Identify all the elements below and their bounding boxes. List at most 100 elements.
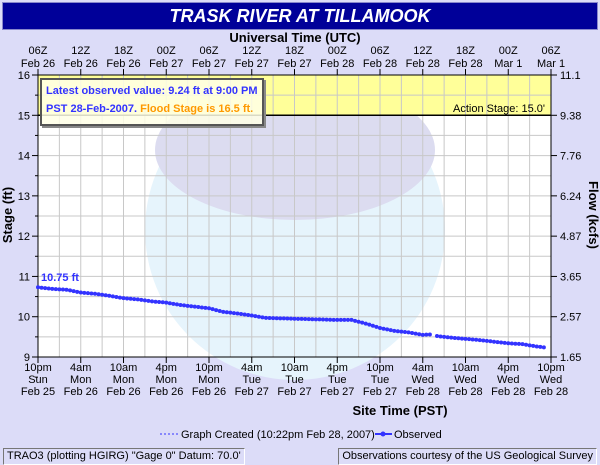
x-tick-label: Wed [540, 374, 562, 386]
x-tick-label: 4am [241, 362, 262, 374]
observed-point [82, 290, 87, 295]
observed-point [335, 317, 340, 322]
observed-point [338, 317, 343, 322]
x-tick-label: Feb 28 [448, 386, 482, 398]
legend: Graph Created (10:22pm Feb 28, 2007) Obs… [160, 429, 442, 441]
observed-point [538, 344, 543, 349]
observed-point [385, 327, 390, 332]
observed-point [224, 310, 229, 315]
observed-point [246, 313, 251, 318]
observed-point [524, 342, 529, 347]
observed-point [43, 286, 48, 291]
observed-point [306, 317, 311, 322]
observed-point [103, 293, 108, 298]
observed-point [157, 300, 162, 305]
observed-point [285, 316, 290, 321]
observed-point [459, 336, 464, 341]
observed-point [139, 297, 144, 302]
observed-point [470, 337, 475, 342]
x2-tick-label: 00Z [157, 45, 176, 57]
observed-point [445, 335, 450, 340]
observed-point [420, 332, 425, 337]
observed-point [142, 298, 147, 303]
observed-point [360, 320, 365, 325]
flood-stage-text: Flood Stage is 16.5 ft. [140, 103, 254, 115]
observed-point [85, 291, 90, 296]
x-tick-label: Mon [70, 374, 91, 386]
observed-point [75, 289, 80, 294]
observed-point [221, 309, 226, 314]
observed-point [60, 287, 65, 292]
x-tick-label: 10am [110, 362, 138, 374]
observed-point [342, 317, 347, 322]
observed-point [267, 316, 272, 321]
y-tick-label: 12 [18, 231, 30, 243]
latest-value-box: Latest observed value: 9.24 ft at 9:00 P… [40, 78, 264, 126]
legend-created: Graph Created (10:22pm Feb 28, 2007) [181, 429, 375, 441]
action-stage-label: Action Stage: 15.0' [453, 103, 545, 115]
x2-tick-label: Feb 26 [21, 58, 55, 70]
x2-tick-label: Mar 1 [494, 58, 522, 70]
observed-point [164, 300, 169, 305]
observed-point [153, 299, 158, 304]
observed-point [509, 341, 514, 346]
observed-point [392, 328, 397, 333]
observed-point [349, 317, 354, 322]
observed-point [96, 292, 101, 297]
first-value-label: 10.75 ft [41, 272, 79, 284]
observed-point [239, 311, 244, 316]
x2-axis-title: Universal Time (UTC) [229, 30, 360, 45]
x-tick-label: Feb 26 [192, 386, 226, 398]
observed-point [345, 317, 350, 322]
observed-point [174, 302, 179, 307]
observed-point [271, 316, 276, 321]
y-tick-label: 13 [18, 191, 30, 203]
x2-tick-label: Feb 26 [64, 58, 98, 70]
observed-point [178, 303, 183, 308]
observed-point [328, 317, 333, 322]
x2-tick-label: Feb 28 [448, 58, 482, 70]
observed-point [93, 291, 97, 296]
x-tick-label: 10pm [537, 362, 565, 374]
x-tick-label: Wed [454, 374, 476, 386]
gage-info: TRAO3 (plotting HGIRG) "Gage 0" Datum: 7… [3, 448, 245, 465]
observed-point [278, 316, 283, 321]
x2-tick-label: 12Z [71, 45, 90, 57]
observed-point [506, 341, 511, 346]
observed-point [492, 339, 496, 344]
x-tick-label: Feb 27 [277, 386, 311, 398]
observed-point [353, 318, 358, 323]
observed-point [520, 342, 525, 347]
x2-tick-label: 12Z [242, 45, 261, 57]
observed-point [264, 315, 268, 320]
x-tick-label: Tue [242, 374, 261, 386]
observed-point [502, 340, 507, 345]
observed-point [495, 340, 500, 345]
observed-point [274, 316, 279, 321]
x-tick-label: Wed [497, 374, 519, 386]
x-tick-label: Feb 28 [491, 386, 525, 398]
observed-point [484, 338, 489, 343]
observed-point [363, 321, 368, 326]
x2-tick-label: Feb 28 [363, 58, 397, 70]
x-tick-label: Feb 26 [106, 386, 140, 398]
observed-point [299, 316, 304, 321]
y2-tick-label: 1.65 [560, 352, 581, 364]
observed-point [374, 324, 379, 329]
observed-point [46, 286, 51, 291]
observed-point [117, 295, 122, 300]
observed-point [128, 296, 133, 301]
y2-tick-label: 2.57 [560, 312, 581, 324]
x-tick-label: Feb 25 [21, 386, 55, 398]
x-tick-label: Tue [371, 374, 390, 386]
observed-point [135, 297, 140, 302]
observed-point [57, 287, 62, 292]
x2-tick-label: 06Z [371, 45, 390, 57]
observed-point [185, 303, 190, 308]
observed-point [288, 316, 293, 321]
observed-point [541, 345, 546, 350]
observed-point [427, 332, 432, 337]
observed-point [249, 313, 254, 318]
observed-point [39, 285, 44, 290]
